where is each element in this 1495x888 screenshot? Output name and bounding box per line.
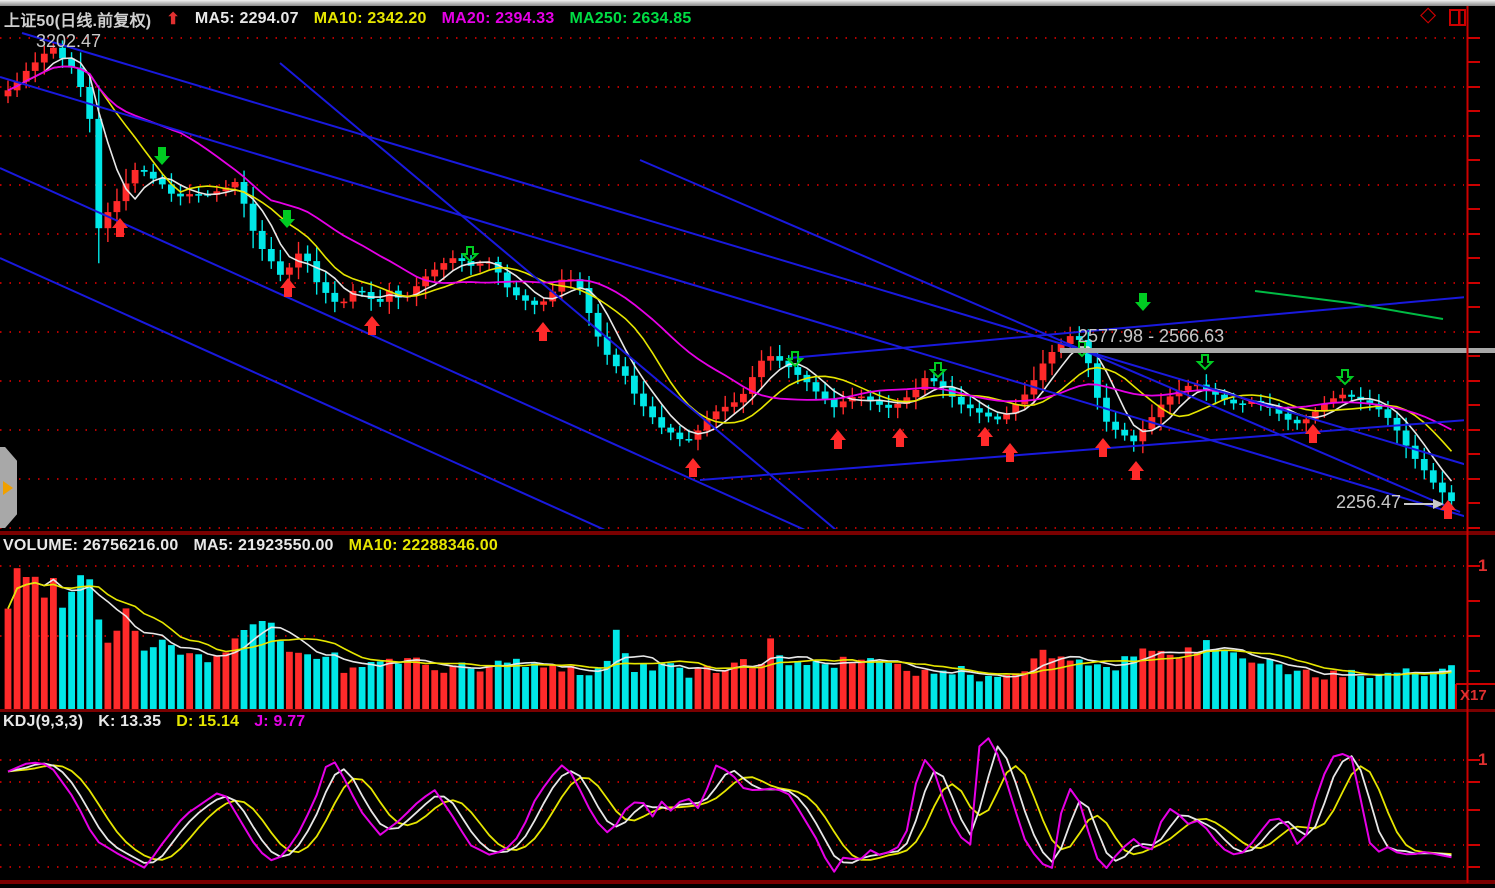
expand-arrow-icon bbox=[3, 481, 13, 495]
buy-signal-arrow bbox=[1128, 461, 1144, 480]
last-price-label: 2256.47 bbox=[1336, 492, 1402, 512]
volume-ma10-readout: MA10: 22288346.00 bbox=[348, 537, 498, 554]
ma10-readout: MA10: 2342.20 bbox=[313, 10, 427, 27]
buy-signal-arrow bbox=[892, 428, 908, 447]
diamond-icon[interactable]: ◇ bbox=[1420, 3, 1437, 26]
ma5-readout: MA5: 2294.07 bbox=[194, 10, 299, 27]
hollow-sell-signal-arrow bbox=[460, 246, 480, 263]
volume-pane bbox=[4, 568, 1455, 710]
buy-signal-arrow bbox=[1002, 443, 1018, 462]
ma20-readout: MA20: 2394.33 bbox=[441, 10, 555, 27]
last-price-pointer bbox=[1433, 499, 1444, 509]
ma250-readout: MA250: 2634.85 bbox=[569, 10, 692, 27]
buy-signal-arrow bbox=[364, 316, 380, 335]
buy-signal-arrow bbox=[112, 218, 128, 237]
main-chart-header: 上证50(日线.前复权) ⬆ MA5: 2294.07 MA10: 2342.2… bbox=[4, 7, 692, 31]
up-arrow-icon: ⬆ bbox=[166, 11, 180, 28]
volume-axis-label: 1 bbox=[1478, 556, 1488, 575]
kdj-pane-header: KDJ(9,3,3) K: 13.35 D: 15.14 J: 9.77 bbox=[3, 713, 305, 731]
symbol-title: 上证50(日线.前复权) bbox=[4, 13, 152, 30]
sell-signal-arrow bbox=[1135, 293, 1151, 311]
buy-signal-arrow bbox=[830, 430, 846, 449]
main-price-pane bbox=[0, 32, 1464, 529]
sidebar-collapse-tab[interactable] bbox=[0, 447, 17, 528]
split-window-icon[interactable] bbox=[1449, 9, 1466, 26]
toolbar-bottom-edge bbox=[0, 0, 1495, 6]
hollow-sell-signal-arrow bbox=[1335, 369, 1355, 386]
sell-signal-arrow bbox=[154, 147, 170, 165]
compression-ratio-label: X17 bbox=[1460, 687, 1487, 704]
kdj-pane bbox=[7, 737, 1452, 873]
buy-signal-arrow bbox=[280, 278, 296, 297]
buy-signal-arrow bbox=[1305, 424, 1321, 443]
kdj-axis-label: 1 bbox=[1478, 750, 1488, 769]
buy-signal-arrow bbox=[1440, 500, 1456, 519]
volume-pane-header: VOLUME: 26756216.00 MA5: 21923550.00 MA1… bbox=[3, 537, 498, 555]
volume-readout: VOLUME: 26756216.00 bbox=[3, 537, 179, 554]
resistance-range-label: 2577.98 - 2566.63 bbox=[1078, 326, 1225, 346]
sell-signal-arrow bbox=[279, 210, 295, 228]
hollow-sell-signal-arrow bbox=[785, 351, 805, 368]
kdj-k-readout: K: 13.35 bbox=[98, 713, 162, 730]
gridlines bbox=[0, 37, 1464, 868]
overlays bbox=[0, 6, 1495, 884]
kdj-j-readout: J: 9.77 bbox=[254, 713, 306, 730]
hollow-sell-signal-arrow bbox=[928, 362, 948, 379]
peak-price-label: 3202.47 bbox=[36, 31, 102, 51]
buy-signal-arrow bbox=[685, 458, 701, 477]
buy-signal-arrow bbox=[977, 427, 993, 446]
buy-signal-arrow bbox=[535, 322, 551, 341]
buy-signal-arrow bbox=[1095, 438, 1111, 457]
volume-ma5-readout: MA5: 21923550.00 bbox=[193, 537, 334, 554]
kdj-indicator-name: KDJ(9,3,3) bbox=[3, 713, 84, 730]
kdj-d-readout: D: 15.14 bbox=[176, 713, 240, 730]
hollow-sell-signal-arrow bbox=[1195, 354, 1215, 371]
